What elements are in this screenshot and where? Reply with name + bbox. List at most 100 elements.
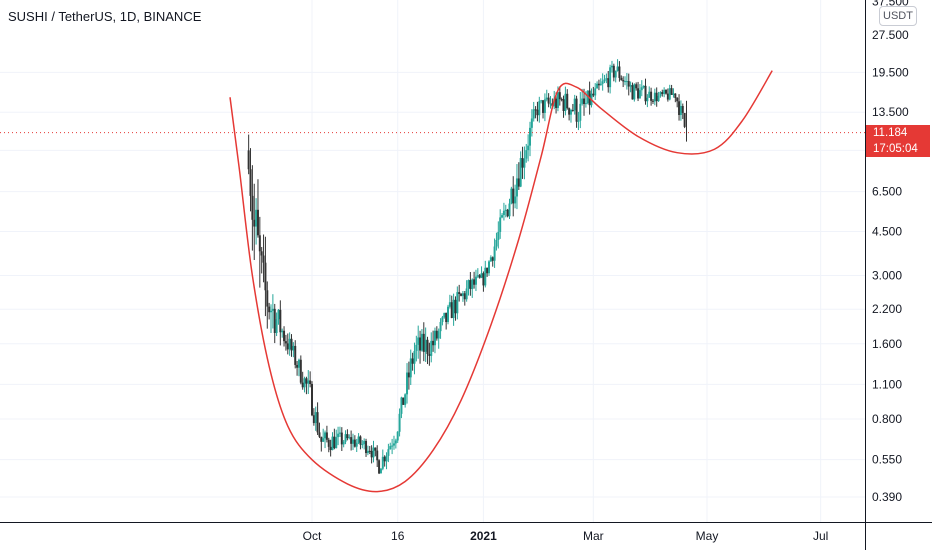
candle-body	[473, 279, 476, 285]
y-tick-label: 4.500	[872, 225, 902, 239]
candle-body	[270, 310, 273, 313]
candle-body	[307, 380, 310, 384]
candle-body	[668, 88, 671, 100]
candle-body	[536, 109, 539, 116]
candle-body	[618, 66, 621, 78]
candle-body	[681, 106, 684, 113]
candle-body	[368, 450, 371, 452]
candle-body	[644, 85, 647, 102]
candle-body	[284, 341, 287, 344]
candle-body	[366, 450, 369, 454]
candle-body	[495, 239, 498, 247]
candle-body	[527, 145, 530, 151]
candle-body	[314, 412, 317, 424]
candle-body	[672, 93, 675, 95]
candle-body	[385, 455, 388, 462]
candle-body	[249, 169, 252, 196]
candle-body	[560, 99, 563, 101]
candle-body	[350, 437, 353, 444]
candle-body	[381, 456, 384, 469]
candle-body	[329, 446, 332, 451]
candle-body	[420, 333, 423, 351]
candle-body	[361, 444, 364, 446]
candle-body	[443, 312, 446, 318]
candle-body	[515, 178, 518, 197]
candle-body	[683, 112, 686, 127]
currency-button[interactable]: USDT	[879, 6, 917, 26]
candle-body	[631, 85, 634, 100]
candle-body	[281, 330, 284, 333]
candle-body	[592, 93, 595, 96]
candle-body	[363, 440, 366, 445]
y-tick-label: 3.000	[872, 269, 902, 283]
candle-body	[463, 293, 466, 300]
candle-body	[411, 358, 414, 364]
candle-body	[277, 309, 280, 320]
candle-body	[296, 364, 299, 368]
candle-body	[497, 231, 500, 240]
candle-body	[469, 280, 472, 290]
candle-body	[614, 70, 617, 78]
candle-body	[532, 109, 535, 119]
candle-body	[610, 65, 613, 68]
candle-body	[512, 188, 515, 204]
candle-body	[555, 98, 558, 108]
candle-body	[353, 439, 356, 447]
candle-body	[262, 255, 265, 263]
y-tick-label: 19.500	[872, 65, 909, 79]
candle-body	[471, 279, 474, 290]
candle-body	[340, 432, 343, 445]
candle-body	[279, 309, 282, 333]
candle-body	[659, 92, 662, 96]
x-tick-label: 2021	[470, 529, 497, 543]
y-tick-label: 0.800	[872, 412, 902, 426]
candle-body	[409, 358, 412, 378]
candle-body	[609, 67, 612, 88]
candle-body	[573, 98, 576, 111]
candle-body	[346, 434, 349, 439]
y-tick-label: 2.200	[872, 302, 902, 316]
candle-body	[663, 89, 666, 95]
x-tick-label: Oct	[303, 529, 322, 543]
candle-body	[599, 83, 602, 86]
candle-body	[441, 317, 444, 322]
candle-body	[540, 100, 543, 102]
y-tick-label: 37.500	[872, 0, 909, 8]
candle-body	[355, 442, 358, 447]
candle-body	[657, 95, 660, 102]
candle-body	[419, 337, 422, 351]
candle-body	[406, 372, 409, 395]
candle-body	[528, 127, 531, 146]
candle-body	[581, 98, 584, 104]
candle-body	[506, 209, 509, 217]
candle-body	[502, 210, 505, 216]
x-tick-label: May	[696, 529, 719, 543]
candle-body	[379, 468, 382, 474]
candle-body	[603, 79, 606, 82]
candle-body	[467, 280, 470, 289]
candle-body	[251, 195, 254, 220]
candle-body	[642, 85, 645, 88]
candle-body	[454, 299, 457, 314]
candle-body	[338, 432, 341, 434]
candle-body	[542, 100, 545, 113]
candle-body	[484, 267, 487, 286]
candle-body	[450, 302, 453, 319]
candle-body	[584, 103, 587, 105]
candle-body	[601, 81, 604, 84]
candle-body	[301, 382, 304, 388]
candle-body	[365, 440, 368, 454]
candle-body	[260, 251, 263, 256]
candle-body	[482, 273, 485, 286]
candle-body	[476, 275, 479, 277]
candle-body	[651, 100, 654, 102]
candle-body	[543, 99, 546, 113]
candle-body	[633, 84, 636, 100]
candle-body	[447, 306, 450, 323]
candle-body	[389, 446, 392, 450]
candle-body	[596, 83, 599, 89]
y-tick-label: 13.500	[872, 105, 909, 119]
x-tick-label: Jul	[813, 529, 828, 543]
candle-body	[525, 150, 528, 159]
